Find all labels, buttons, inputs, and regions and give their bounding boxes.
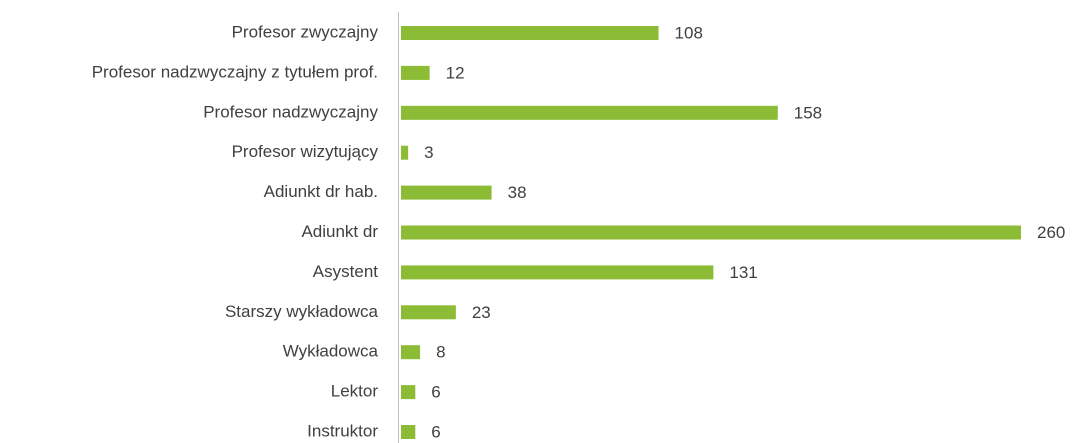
- value-label: 131: [729, 263, 757, 282]
- value-label: 12: [446, 63, 465, 82]
- value-label: 23: [472, 303, 491, 322]
- category-label: Profesor zwyczajny: [232, 22, 379, 41]
- value-label: 158: [794, 103, 822, 122]
- value-label: 3: [424, 143, 433, 162]
- category-label: Wykładowca: [283, 342, 379, 361]
- bar: [401, 385, 416, 400]
- bar: [401, 26, 659, 40]
- category-label: Starszy wykładowca: [225, 302, 379, 321]
- value-label: 38: [508, 183, 527, 202]
- value-label: 108: [675, 23, 703, 42]
- bar: [401, 345, 421, 360]
- value-label: 260: [1037, 223, 1065, 242]
- bar: [401, 225, 1021, 240]
- category-label: Asystent: [313, 262, 378, 281]
- category-label: Profesor nadzwyczajny: [203, 102, 378, 121]
- category-label: Profesor nadzwyczajny z tytułem prof.: [92, 62, 378, 81]
- category-label: Instruktor: [307, 421, 378, 440]
- bar: [401, 185, 492, 200]
- bar: [401, 65, 430, 80]
- category-label: Adiunkt dr: [301, 222, 378, 241]
- category-label: Lektor: [331, 382, 379, 401]
- value-label: 6: [431, 383, 440, 402]
- category-label: Adiunkt dr hab.: [264, 182, 378, 201]
- bar: [401, 145, 409, 160]
- bar: [401, 105, 778, 120]
- bar: [401, 265, 714, 280]
- bar: [401, 425, 416, 439]
- value-label: 8: [436, 343, 445, 362]
- category-label: Profesor wizytujący: [232, 142, 379, 161]
- value-label: 6: [431, 422, 440, 441]
- bar: [401, 305, 456, 320]
